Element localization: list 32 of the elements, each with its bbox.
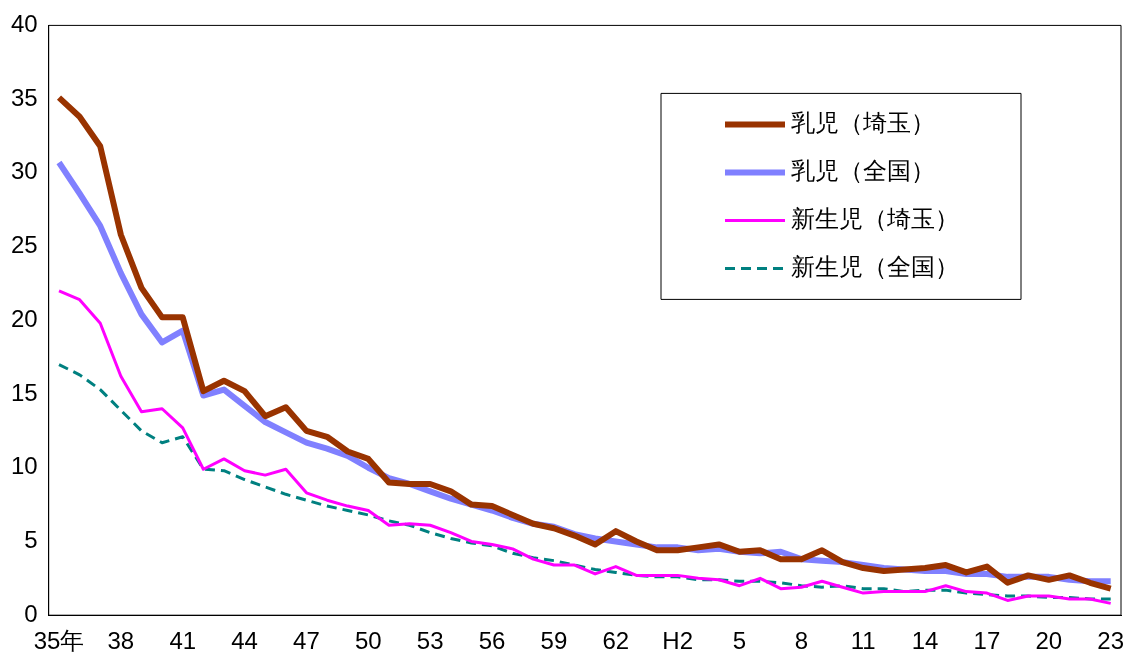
y-tick-label: 0 <box>24 599 38 627</box>
y-tick-label: 40 <box>10 10 38 38</box>
x-tick-label: 59 <box>540 627 568 655</box>
x-tick-label: 53 <box>416 627 444 655</box>
x-tick-label: H2 <box>662 627 693 655</box>
y-tick-label: 20 <box>10 304 38 332</box>
y-tick-label: 30 <box>10 157 38 185</box>
x-tick-label: 38 <box>107 627 135 655</box>
y-tick-label: 35 <box>10 83 38 111</box>
x-tick-label: 23 <box>1097 627 1125 655</box>
legend-label: 乳児（埼玉） <box>791 109 935 137</box>
y-tick-label: 10 <box>10 452 38 480</box>
y-tick-label: 25 <box>10 231 38 259</box>
x-tick-label: 20 <box>1035 627 1063 655</box>
legend-label: 乳児（全国） <box>791 157 935 185</box>
line-series <box>57 363 1113 601</box>
legend-label: 新生児（全国） <box>791 253 959 281</box>
y-tick-label: 15 <box>10 378 38 406</box>
x-tick-label: 56 <box>478 627 506 655</box>
x-tick-label: 47 <box>293 627 320 655</box>
x-tick-label: 11 <box>850 627 876 655</box>
y-tick-label: 5 <box>24 526 38 554</box>
legend-label: 新生児（埼玉） <box>791 205 959 233</box>
x-tick-label: 17 <box>973 627 1001 655</box>
x-tick-label: 50 <box>354 627 382 655</box>
x-tick-label: 62 <box>602 627 630 655</box>
x-tick-label: 5 <box>732 627 747 655</box>
x-tick-label: 8 <box>794 627 809 655</box>
x-tick-label: 41 <box>169 627 197 655</box>
x-tick-label: 35年 <box>33 627 85 655</box>
x-tick-label: 14 <box>911 627 939 655</box>
x-tick-label: 44 <box>231 627 258 655</box>
